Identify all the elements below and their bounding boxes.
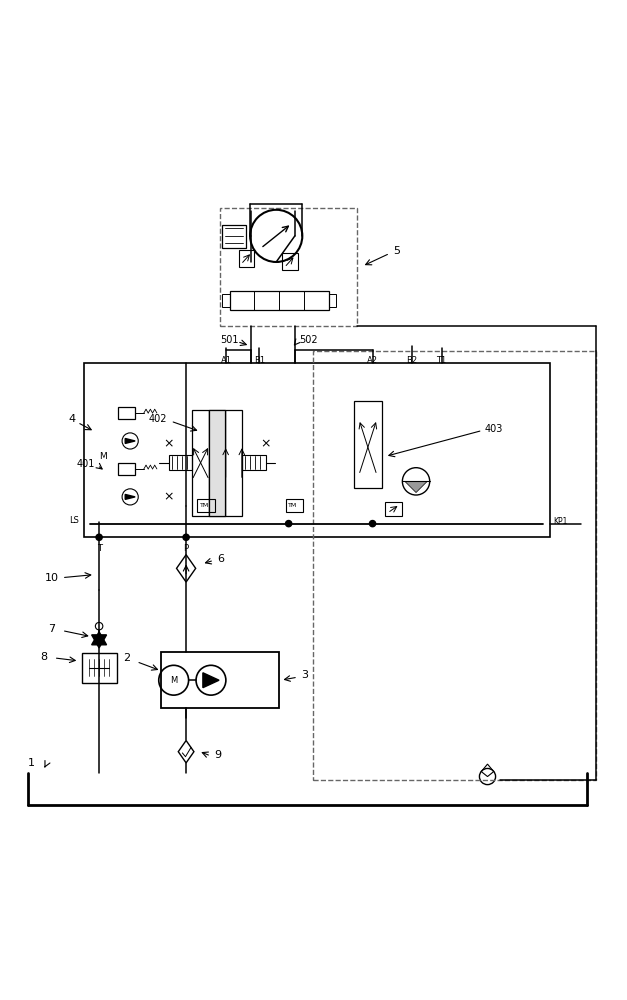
Bar xyxy=(354,401,382,488)
Polygon shape xyxy=(92,632,107,645)
Polygon shape xyxy=(125,438,135,443)
Text: ×: × xyxy=(163,490,174,503)
Text: ×: × xyxy=(163,438,174,451)
Text: 7: 7 xyxy=(48,624,55,634)
Polygon shape xyxy=(125,494,135,499)
Circle shape xyxy=(96,534,102,540)
Text: B1: B1 xyxy=(254,356,265,365)
Bar xyxy=(222,294,229,307)
Bar xyxy=(118,463,135,475)
Bar xyxy=(282,253,298,270)
Text: KP1: KP1 xyxy=(553,517,567,526)
Text: 502: 502 xyxy=(299,335,318,345)
Text: TM: TM xyxy=(200,503,209,508)
Bar xyxy=(118,407,135,419)
Text: 5: 5 xyxy=(393,246,400,256)
Text: 9: 9 xyxy=(214,750,221,760)
Polygon shape xyxy=(405,481,427,493)
Text: 2: 2 xyxy=(123,653,130,663)
Text: 6: 6 xyxy=(217,554,224,564)
Bar xyxy=(192,410,209,516)
Text: 3: 3 xyxy=(301,670,308,680)
Bar xyxy=(222,225,246,248)
Bar xyxy=(314,351,596,780)
Bar xyxy=(329,294,337,307)
Bar xyxy=(209,410,226,516)
Bar xyxy=(226,410,242,516)
Text: M: M xyxy=(99,452,107,461)
Text: B2: B2 xyxy=(406,356,417,365)
Text: 501: 501 xyxy=(220,335,239,345)
Text: 4: 4 xyxy=(68,414,75,424)
Text: 403: 403 xyxy=(485,424,503,434)
Bar xyxy=(209,410,226,516)
Text: P: P xyxy=(184,544,189,553)
Text: T1: T1 xyxy=(436,356,446,365)
Text: 1: 1 xyxy=(28,758,34,768)
Text: ×: × xyxy=(261,438,271,451)
Bar xyxy=(239,250,255,267)
Text: 10: 10 xyxy=(45,573,58,583)
Bar xyxy=(198,499,214,512)
Bar xyxy=(220,208,357,326)
Polygon shape xyxy=(203,673,219,688)
Bar xyxy=(169,455,192,470)
Text: 8: 8 xyxy=(40,652,47,662)
Bar xyxy=(82,653,117,683)
Text: TM: TM xyxy=(288,503,297,508)
Text: 402: 402 xyxy=(149,414,167,424)
Text: M: M xyxy=(170,676,177,685)
Bar xyxy=(161,652,279,708)
Text: 401: 401 xyxy=(76,459,95,469)
Text: LS: LS xyxy=(69,516,78,525)
Text: T: T xyxy=(97,544,102,553)
Bar xyxy=(83,363,550,537)
Bar xyxy=(229,291,329,310)
Polygon shape xyxy=(92,635,107,648)
Text: A1: A1 xyxy=(221,356,232,365)
Bar xyxy=(285,499,303,512)
Circle shape xyxy=(183,534,189,540)
Bar xyxy=(385,502,403,516)
Circle shape xyxy=(285,521,292,527)
Bar xyxy=(242,455,266,470)
Circle shape xyxy=(369,521,376,527)
Text: A2: A2 xyxy=(367,356,378,365)
